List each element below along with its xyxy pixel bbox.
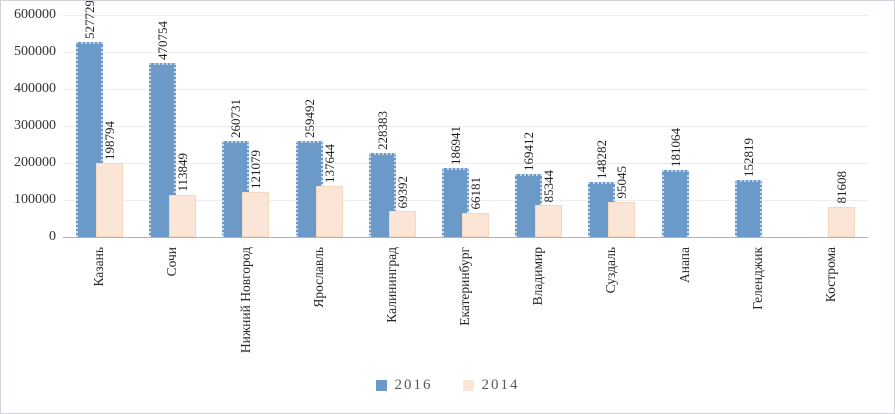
bar-group: 228383 69392 [356, 15, 429, 237]
x-axis-label: Владимир [530, 247, 546, 306]
bar-slot-2014: 137644 [315, 144, 343, 237]
y-axis-tick-label: 300000 [14, 118, 56, 133]
bar-2016 [442, 167, 470, 237]
bar-slot-2014: 198794 [96, 121, 124, 237]
x-axis-cell: Екатеринбург [429, 247, 502, 353]
x-axis-cell: Кострома [795, 247, 868, 353]
x-axis-cell: Ярославль [283, 247, 356, 353]
bar-2014 [315, 186, 343, 237]
legend-label: 2014 [481, 377, 520, 393]
x-axis-cell: Анапа [649, 247, 722, 353]
bar-2014 [169, 194, 197, 237]
bar-value-label: 148282 [594, 140, 610, 180]
legend-label: 2016 [394, 377, 433, 393]
x-axis-label: Екатеринбург [457, 247, 473, 326]
bar-2014 [96, 163, 124, 237]
x-axis-cell: Казань [63, 247, 136, 353]
bar-value-label: 95045 [614, 166, 630, 199]
bar-value-label: 470754 [155, 20, 171, 60]
x-axis-label: Геленджик [749, 247, 765, 310]
bar-value-label: 113849 [175, 153, 191, 192]
bar-group: 169412 85344 [502, 15, 575, 237]
bar-slot-2014: 121079 [242, 150, 270, 237]
x-axis-cell: Сочи [136, 247, 209, 353]
x-axis-label: Калининград [383, 247, 399, 323]
bar-value-label: 69392 [394, 175, 410, 209]
bar-value-label: 186941 [448, 125, 464, 165]
bar-slot-2016: 181064 [661, 128, 689, 237]
bar-value-label: 181064 [667, 128, 683, 168]
bar-slot-2014: 69392 [388, 175, 416, 237]
x-axis-label: Суздаль [603, 247, 619, 294]
bar-2014 [535, 205, 563, 237]
bar-value-label: 81608 [833, 171, 849, 204]
bar-2014 [608, 201, 636, 237]
gridline [63, 15, 868, 16]
bar-value-label: 152819 [740, 138, 756, 178]
bar-slot-2014: 85344 [535, 169, 563, 237]
legend-swatch-icon [375, 380, 387, 391]
x-axis-labels: Казань Сочи Нижний Новгород Ярославль Калини… [63, 247, 868, 353]
legend-item-2016: 2016 [375, 377, 433, 394]
y-axis-tick-label: 0 [49, 229, 56, 244]
x-axis-label: Казань [91, 247, 107, 287]
bar-value-label: 228383 [374, 110, 390, 150]
x-axis-cell: Нижний Новгород [209, 247, 282, 353]
legend-swatch-icon [462, 380, 474, 391]
bar-value-label: 66181 [468, 177, 484, 210]
gridline [63, 163, 868, 164]
bar-slot-2014: 95045 [608, 166, 636, 237]
bar-slot-2016: 186941 [442, 125, 470, 237]
bar-slot-2014: 113849 [169, 153, 197, 237]
bar-group: 148282 95045 [575, 15, 648, 237]
bar-slot-2014: 66181 [462, 177, 490, 237]
plot-area: 527729 198794 470754 113849 260731 121079 2594… [63, 1, 868, 238]
bar-group: 260731 121079 [209, 15, 282, 237]
x-axis-label: Кострома [823, 247, 839, 303]
bar-value-label: 137644 [321, 144, 337, 184]
bar-value-label: 121079 [248, 150, 264, 190]
bar-2014 [242, 192, 270, 237]
gridline [63, 126, 868, 127]
bar-value-label: 85344 [541, 169, 557, 203]
y-axis-tick-label: 100000 [14, 192, 56, 207]
bar-group: 527729 198794 [63, 1, 136, 237]
x-axis-cell: Геленджик [722, 247, 795, 353]
bar-group: 470754 113849 [136, 15, 209, 237]
legend-item-2014: 2014 [462, 377, 520, 394]
x-axis-cell: Владимир [502, 247, 575, 353]
x-axis-label: Нижний Новгород [237, 247, 253, 354]
y-axis-tick-label: 200000 [14, 155, 56, 170]
bar-group: 152819 [722, 15, 795, 237]
bar-group: 186941 66181 [429, 15, 502, 237]
bar-group: 181064 [649, 15, 722, 237]
bar-2014 [827, 206, 855, 237]
bar-group: 81608 [795, 15, 868, 237]
x-axis-label: Сочи [164, 247, 180, 277]
y-axis-tick-label: 400000 [14, 81, 56, 96]
x-axis-cell: Калининград [356, 247, 429, 353]
x-axis-cell: Суздаль [575, 247, 648, 353]
bar-value-label: 198794 [102, 121, 118, 161]
y-axis-tick-label: 600000 [14, 7, 56, 22]
x-axis-label: Анапа [676, 247, 692, 284]
bar-2014 [388, 211, 416, 237]
x-axis-label: Ярославль [310, 247, 326, 308]
bar-2016 [661, 170, 689, 237]
bar-slot-2014: 81608 [827, 171, 855, 237]
bar-2014 [462, 212, 490, 237]
gridline [63, 89, 868, 90]
bar-value-label: 169412 [521, 132, 537, 172]
bar-value-label: 527729 [82, 0, 98, 39]
gridline [63, 52, 868, 53]
bar-slot-2016: 152819 [734, 138, 762, 237]
bar-2016 [734, 180, 762, 237]
bar-value-label: 259492 [301, 99, 317, 138]
y-axis-tick-label: 500000 [14, 44, 56, 59]
legend: 2016 2014 [1, 377, 894, 394]
bar-group: 259492 137644 [283, 15, 356, 237]
bar-value-label: 260731 [228, 98, 244, 138]
